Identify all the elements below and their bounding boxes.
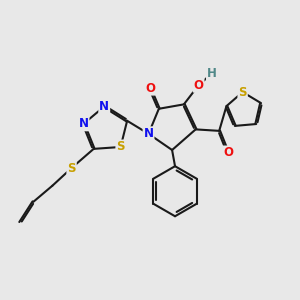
Text: N: N (99, 100, 109, 113)
Text: N: N (79, 117, 88, 130)
Text: O: O (223, 146, 233, 159)
Text: H: H (207, 67, 217, 80)
Text: S: S (238, 85, 247, 99)
Text: S: S (116, 140, 125, 154)
Text: S: S (67, 161, 76, 175)
Text: O: O (194, 79, 204, 92)
Text: N: N (143, 127, 154, 140)
Text: O: O (145, 82, 155, 95)
